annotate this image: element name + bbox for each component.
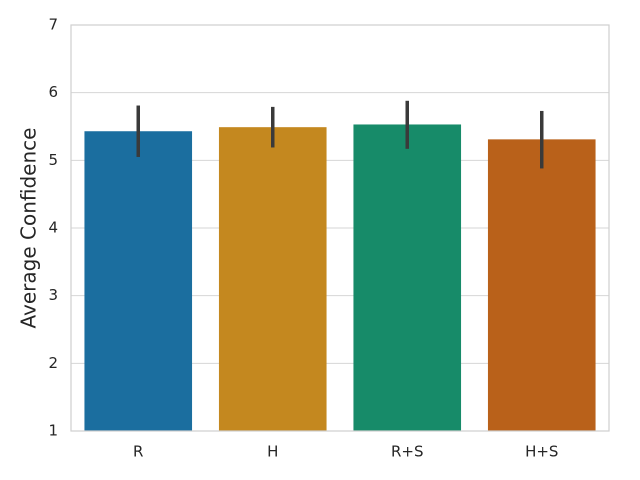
y-tick-label: 4: [48, 219, 58, 237]
x-tick-label: H+S: [525, 443, 558, 461]
bar: [218, 127, 327, 431]
plot-frame: [70, 24, 610, 432]
y-tick-label: 5: [48, 151, 58, 169]
bar: [487, 139, 596, 431]
x-tick-label: R+S: [391, 443, 424, 461]
y-axis-label: Average Confidence: [17, 128, 41, 329]
bar: [84, 131, 193, 431]
y-tick-label: 7: [48, 16, 58, 34]
bar: [353, 124, 462, 431]
x-tick-label: H: [267, 443, 278, 461]
y-tick-label: 6: [48, 83, 58, 101]
y-tick-label: 2: [48, 354, 58, 372]
y-tick-label: 3: [48, 286, 58, 304]
x-tick-label: R: [133, 443, 143, 461]
y-tick-label: 1: [48, 422, 58, 440]
